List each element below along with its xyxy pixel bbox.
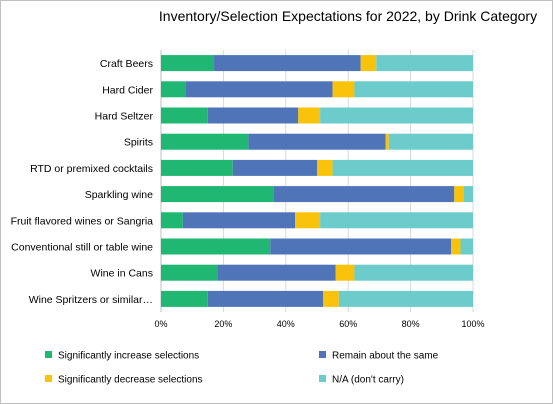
category-labels: Craft Beers Hard Cider Hard Seltzer Spirits… bbox=[11, 58, 154, 306]
category-label: Spirits bbox=[124, 137, 153, 149]
bars bbox=[161, 55, 473, 307]
bar-segment bbox=[182, 212, 296, 229]
bar-segment bbox=[161, 238, 271, 255]
bar-segment bbox=[451, 238, 461, 255]
bar-segment bbox=[338, 290, 473, 307]
bar-segment bbox=[295, 212, 321, 229]
category-label: Fruit flavored wines or Sangria bbox=[11, 215, 154, 227]
legend-swatch bbox=[45, 351, 52, 358]
bar-segment bbox=[360, 55, 377, 72]
category-label: Sparkling wine bbox=[85, 189, 153, 201]
legend-swatch bbox=[319, 351, 326, 358]
bar-segment bbox=[161, 212, 183, 229]
category-label: Craft Beers bbox=[100, 58, 153, 70]
bar-segment bbox=[463, 186, 473, 203]
legend-label: Remain about the same bbox=[332, 351, 439, 362]
legend-swatch bbox=[319, 375, 326, 382]
legend-label: Significantly decrease selections bbox=[58, 375, 203, 386]
bar-segment bbox=[161, 290, 208, 307]
bar-segment bbox=[161, 133, 249, 150]
bar-segment bbox=[248, 133, 386, 150]
bar-segment bbox=[232, 159, 317, 176]
bar-segment bbox=[161, 186, 274, 203]
bar-segment bbox=[161, 107, 208, 124]
bar-segment bbox=[388, 133, 473, 150]
x-tick-label: 0% bbox=[154, 319, 167, 329]
x-tick-label: 40% bbox=[277, 319, 295, 329]
x-tick-label: 100% bbox=[461, 319, 484, 329]
bar-segment bbox=[335, 264, 355, 281]
legend: Significantly increase selections Remain … bbox=[45, 351, 439, 386]
x-tick-label: 20% bbox=[214, 319, 232, 329]
bar-segment bbox=[161, 264, 218, 281]
bar-segment bbox=[385, 133, 389, 150]
bar-segment bbox=[273, 186, 455, 203]
bar-segment bbox=[161, 55, 215, 72]
bar-segment bbox=[354, 264, 473, 281]
chart-title: Inventory/Selection Expectations for 202… bbox=[159, 8, 537, 24]
bar-segment bbox=[376, 55, 473, 72]
bar-segment bbox=[460, 238, 473, 255]
x-tick-labels: 0% 20% 40% 60% 80% 100% bbox=[154, 319, 484, 329]
x-tick-label: 80% bbox=[402, 319, 420, 329]
legend-swatch bbox=[45, 375, 52, 382]
category-label: Conventional still or table wine bbox=[11, 242, 153, 254]
bar-segment bbox=[214, 55, 361, 72]
bar-segment bbox=[161, 81, 186, 98]
bar-segment bbox=[317, 159, 333, 176]
bar-segment bbox=[185, 81, 333, 98]
bar-segment bbox=[354, 81, 473, 98]
legend-label: Significantly increase selections bbox=[58, 351, 199, 362]
bar-segment bbox=[332, 159, 473, 176]
legend-label: N/A (don't carry) bbox=[332, 375, 404, 386]
bar-segment bbox=[298, 107, 321, 124]
bar-segment bbox=[207, 107, 299, 124]
category-label: Wine Spritzers or similar… bbox=[29, 294, 153, 306]
bar-segment bbox=[217, 264, 336, 281]
bar-segment bbox=[161, 159, 233, 176]
category-label: RTD or premixed cocktails bbox=[30, 163, 153, 175]
category-label: Hard Cider bbox=[102, 84, 153, 96]
category-label: Hard Seltzer bbox=[95, 111, 154, 123]
category-label: Wine in Cans bbox=[91, 268, 153, 280]
bar-segment bbox=[454, 186, 464, 203]
bar-segment bbox=[207, 290, 324, 307]
bar-segment bbox=[320, 107, 473, 124]
bar-segment bbox=[332, 81, 355, 98]
bar-segment bbox=[320, 212, 473, 229]
bar-segment bbox=[270, 238, 452, 255]
x-tick-label: 60% bbox=[339, 319, 357, 329]
bar-segment bbox=[323, 290, 339, 307]
